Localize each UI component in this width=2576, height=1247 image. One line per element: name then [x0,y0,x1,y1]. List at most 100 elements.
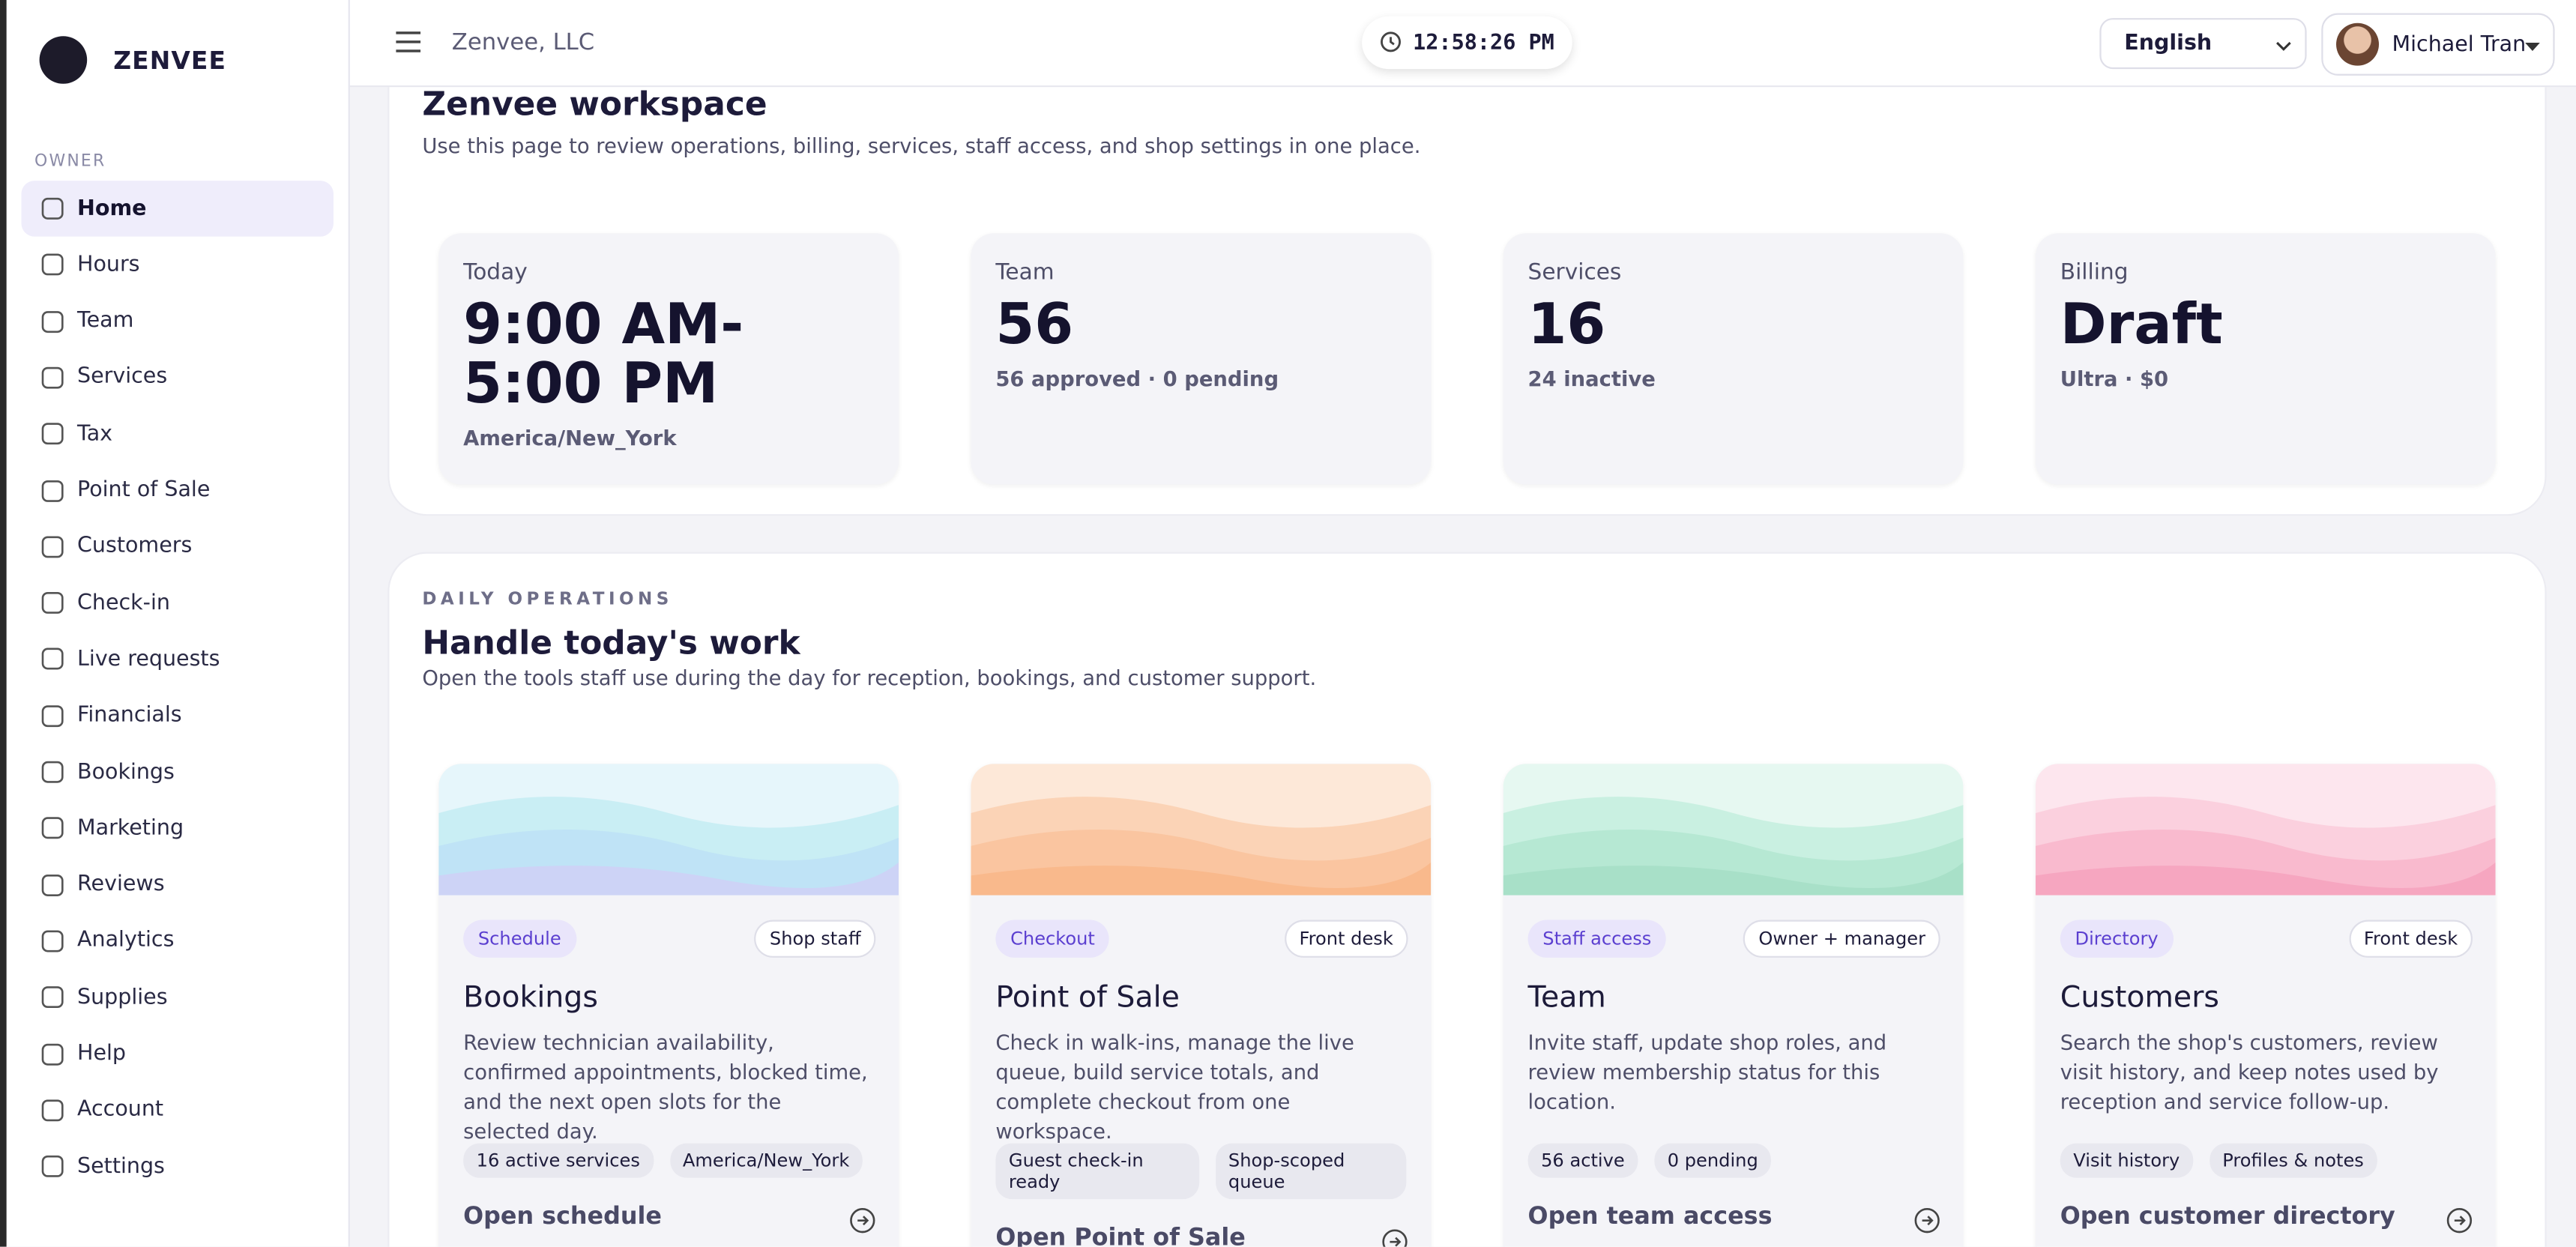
nav-label: Tax [77,421,113,447]
card-chips: 56 active 0 pending [1503,1143,1964,1178]
workspace-panel: Zenvee workspace Use this page to review… [387,0,2547,516]
card-tag: Checkout [995,920,1110,958]
card-tag: Directory [2060,920,2174,958]
operations-subtitle: Open the tools staff use during the day … [422,665,1317,690]
card-title: Team [1527,980,1606,1015]
nav-item[interactable]: Services [21,350,333,406]
card-action[interactable]: Open customer directory [2036,1178,2496,1234]
stat-value: 9:00 AM-5:00 PM [463,292,744,417]
stat-label: Team [995,259,1055,286]
stat-value: Draft [2060,292,2223,358]
card-tags: Staff access Owner + manager [1503,896,1964,958]
section-label: OWNER [34,152,106,171]
nav-label: Live requests [77,647,220,672]
menu-button[interactable] [396,31,421,52]
user-name: Michael Tran [2392,31,2527,57]
brand: ZENVEE [113,46,227,76]
card-tag: Schedule [463,920,576,958]
nav-label: Customers [77,534,193,559]
card-chips: Visit history Profiles & notes [2036,1143,2496,1178]
stat-detail: 24 inactive [1527,366,1656,391]
nav-item[interactable]: Bookings [21,744,333,800]
stat-value: 16 [1527,292,1606,358]
nav-label: Services [77,365,168,390]
tool-card: Directory Front desk Customers Search the s… [2035,764,2496,1247]
card-banner [971,764,1432,896]
stat-card: Today 9:00 AM-5:00 PM America/New_York [438,233,899,485]
card-audience: Shop staff [755,920,876,958]
card-action[interactable]: Open Point of Sale [971,1199,1431,1247]
card-tags: Schedule Shop staff [438,896,899,958]
card-chips: 16 active services America/New_York [438,1143,899,1178]
language-select[interactable]: English [2099,18,2307,70]
workspace-title: Zenvee workspace [422,83,767,124]
nav-label: Hours [77,253,140,278]
eyebrow: DAILY OPERATIONS [422,589,673,610]
tool-card: Schedule Shop staff Bookings Review technic… [438,764,899,1247]
card-action[interactable]: Open schedule [438,1178,899,1234]
nav-label: Analytics [77,929,175,954]
card-audience: Owner + manager [1743,920,1940,958]
card-audience: Front desk [1284,920,1408,958]
nav-item[interactable]: Help [21,1026,333,1082]
sidebar: ZENVEE OWNER Home Hours Team Services Tax Poi… [6,0,350,1247]
nav-item[interactable]: Account [21,1082,333,1138]
stat-detail: America/New_York [463,425,677,450]
nav-label: Point of Sale [77,477,211,503]
nav-item[interactable]: Settings [21,1138,333,1195]
topbar: Zenvee, LLC 12:58:26 PM English Michael … [349,0,2576,88]
nav-label: Supplies [77,985,168,1010]
nav-item[interactable]: Supplies [21,970,333,1026]
operations-title: Handle today's work [422,622,800,662]
card-tags: Directory Front desk [2036,896,2496,958]
window-edge [0,0,7,1247]
tool-card: Checkout Front desk Point of Sale Check in … [971,764,1432,1247]
stat-label: Services [1527,259,1622,286]
card-chips: Guest check-in ready Shop-scoped queue [971,1143,1431,1200]
nav-item[interactable]: Analytics [21,914,333,970]
nav-label: Account [77,1097,164,1123]
nav-item[interactable]: Live requests [21,632,333,688]
nav-item[interactable]: Point of Sale [21,462,333,519]
logo [39,36,88,84]
card-banner [2035,764,2496,896]
stat-detail: Ultra · $0 [2060,366,2169,391]
stat-value: 56 [995,292,1074,358]
nav-label: Bookings [77,759,175,785]
clock: 12:58:26 PM [1362,16,1572,70]
stat-detail: 56 approved · 0 pending [995,366,1279,391]
nav-item[interactable]: Reviews [21,857,333,913]
nav-item[interactable]: Home [21,181,334,237]
chip: Visit history [2060,1143,2193,1178]
nav-item[interactable]: Marketing [21,800,333,857]
card-description: Review technician availability, confirme… [463,1030,868,1144]
nav-item[interactable]: Check-in [21,575,333,631]
workspace-subtitle: Use this page to review operations, bill… [422,133,1421,158]
chip: 16 active services [463,1143,654,1178]
company-name: Zenvee, LLC [451,29,595,56]
stat-card: Services 16 24 inactive [1503,233,1964,485]
nav-label: Reviews [77,872,165,898]
chip: Guest check-in ready [995,1143,1199,1200]
card-description: Invite staff, update shop roles, and rev… [1527,1030,1887,1114]
nav-item[interactable]: Tax [21,406,333,462]
nav-item[interactable]: Hours [21,237,333,293]
stat-card: Team 56 56 approved · 0 pending [971,233,1432,485]
nav-item[interactable]: Team [21,293,333,349]
card-banner [438,764,899,896]
nav-label: Help [77,1041,126,1066]
card-banner [1503,764,1964,896]
card-audience: Front desk [2349,920,2473,958]
nav-item[interactable]: Financials [21,688,333,744]
card-tags: Checkout Front desk [971,896,1431,958]
nav-label: Team [77,309,134,334]
card-tag: Staff access [1527,920,1667,958]
chip: Shop-scoped queue [1215,1143,1407,1200]
card-action[interactable]: Open team access [1503,1178,1964,1234]
user-menu[interactable]: Michael Tran [2321,13,2555,76]
nav-item[interactable]: Customers [21,519,333,575]
card-title: Point of Sale [995,980,1180,1015]
nav-label: Financials [77,703,182,728]
